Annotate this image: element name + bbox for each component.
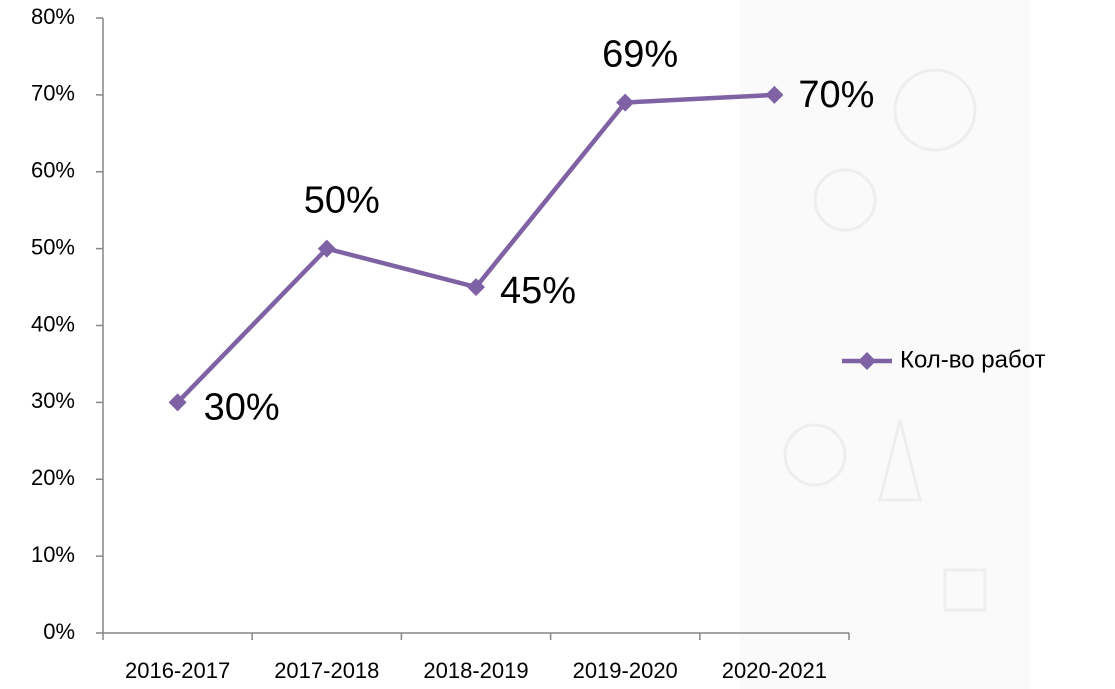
y-tick-label: 10% xyxy=(31,542,75,567)
y-tick-label: 0% xyxy=(43,619,75,644)
y-tick-label: 80% xyxy=(31,4,75,29)
x-tick-label: 2020-2021 xyxy=(722,658,827,683)
x-tick-label: 2016-2017 xyxy=(125,658,230,683)
data-label: 45% xyxy=(500,270,576,312)
chart: 0% 10% 20% 30% 40% 50% 60% 70% 80% 2016-2017 2017-… xyxy=(0,0,1115,689)
y-tick-label: 60% xyxy=(31,158,75,183)
y-tick-label: 70% xyxy=(31,81,75,106)
legend-label: Кол-во работ xyxy=(900,346,1046,373)
x-tick-label: 2019-2020 xyxy=(573,658,678,683)
y-tick-label: 30% xyxy=(31,388,75,413)
y-tick-label: 50% xyxy=(31,234,75,259)
data-label: 69% xyxy=(602,34,678,76)
background-decoration xyxy=(740,0,1030,689)
y-tick-label: 40% xyxy=(31,311,75,336)
x-tick-label: 2018-2019 xyxy=(423,658,528,683)
data-label: 30% xyxy=(204,386,280,428)
series-line xyxy=(178,95,775,403)
data-label: 70% xyxy=(798,74,874,116)
y-tick-label: 20% xyxy=(31,465,75,490)
data-label: 50% xyxy=(304,180,380,222)
x-tick-label: 2017-2018 xyxy=(274,658,379,683)
